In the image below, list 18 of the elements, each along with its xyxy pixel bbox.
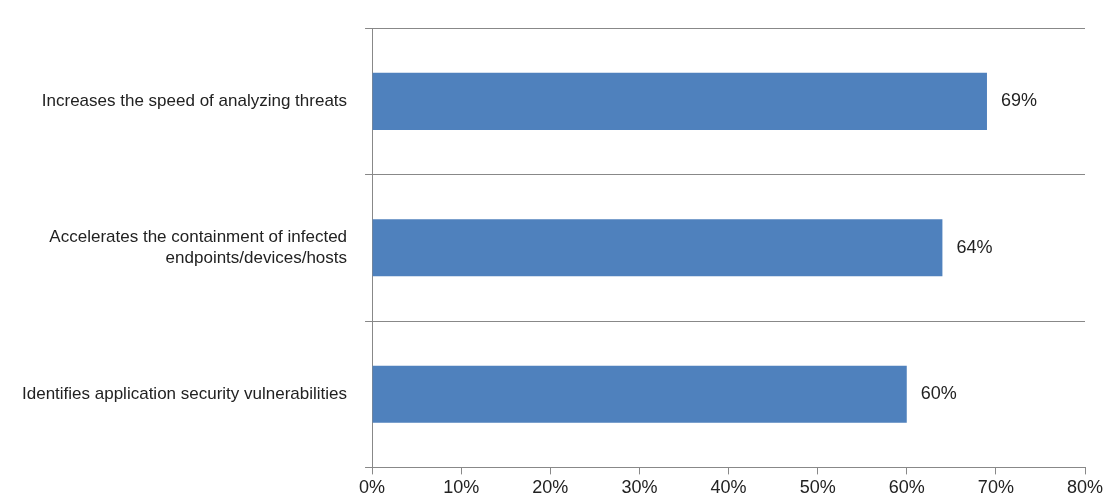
- x-tick-label: 20%: [532, 477, 569, 498]
- x-tick-label: 10%: [443, 477, 480, 498]
- x-tick-label: 0%: [359, 477, 386, 498]
- y-tick-label: Identifies application security vulnerabilities: [22, 383, 348, 403]
- bar: [372, 365, 907, 423]
- x-tick-label: 50%: [799, 477, 836, 498]
- data-label: 69%: [1000, 90, 1037, 111]
- data-label: 64%: [956, 236, 993, 257]
- x-tick-label: 30%: [621, 477, 658, 498]
- data-label: 60%: [920, 383, 957, 404]
- x-tick-label: 70%: [977, 477, 1014, 498]
- y-tick-label: Increases the speed of analyzing threats: [41, 91, 348, 111]
- bar: [372, 72, 987, 130]
- x-tick-label: 60%: [888, 477, 925, 498]
- x-tick-label: 40%: [710, 477, 747, 498]
- y-tick-label: Accelerates the containment of infected endpoints/devices/hosts: [49, 227, 348, 267]
- bar: [372, 219, 943, 277]
- x-tick-label: 80%: [1066, 477, 1104, 498]
